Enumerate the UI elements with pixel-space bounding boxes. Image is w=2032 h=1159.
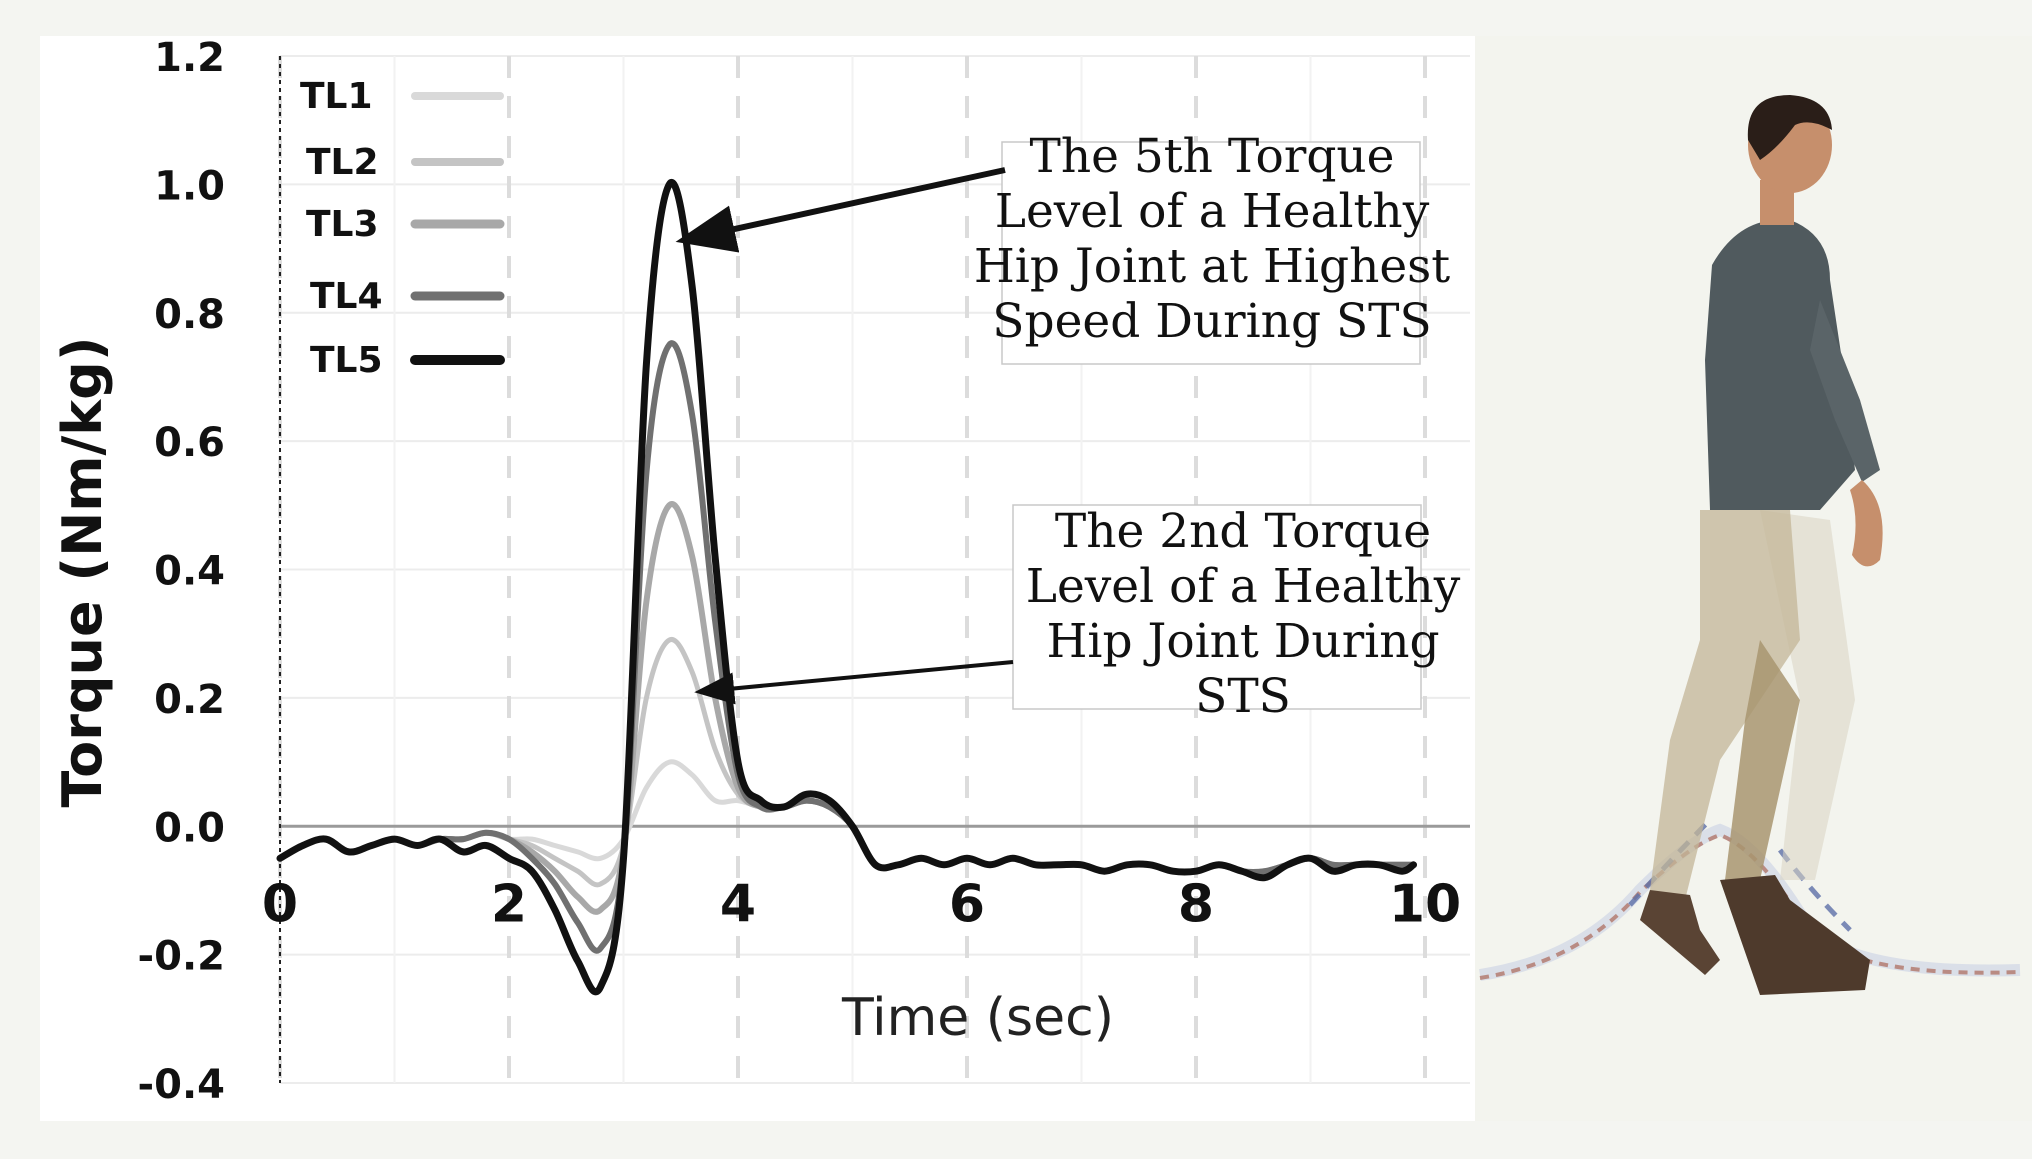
series-line-tl5 (276, 179, 1417, 996)
annotation-box (1012, 504, 1422, 710)
legend-label-tl3: TL3 (306, 204, 379, 245)
walking-person-illustration (1475, 36, 2032, 1121)
legend-label-tl1: TL1 (300, 76, 373, 117)
annotation-arrow (675, 167, 1006, 253)
annotation-text-line: The 5th Torque (1029, 129, 1394, 184)
annotation-text-line: Speed During STS (992, 294, 1431, 349)
y-tick-label: 0.2 (154, 677, 225, 723)
annotation-arrow (694, 660, 1014, 705)
series-lines (276, 179, 1417, 996)
x-tick-label: 2 (491, 874, 527, 934)
x-tick-label: 6 (949, 874, 985, 934)
y-tick-label: 1.0 (154, 163, 225, 209)
y-tick-label: 0.6 (154, 420, 225, 466)
y-axis-label: Torque (Nm/kg) (51, 336, 114, 807)
x-axis-label: Time (sec) (841, 988, 1114, 1048)
annotation-text-line: Hip Joint at Highest (974, 239, 1450, 294)
legend-label-tl4: TL4 (310, 276, 383, 317)
annotation-text-line: Level of a Healthy (995, 184, 1430, 239)
annotation-text-line: Level of a Healthy (1026, 559, 1461, 614)
annotation-text-line: STS (1195, 669, 1291, 724)
y-tick-label: 0.8 (154, 292, 225, 338)
annotation-text-line: The 2nd Torque (1055, 504, 1431, 559)
legend-label-tl5: TL5 (310, 340, 383, 381)
x-tick-labels: 0 2 4 6 8 10 (262, 874, 1461, 934)
y-tick-label: -0.4 (138, 1062, 225, 1108)
legend: TL1 TL2 TL3 TL4 TL5 (300, 76, 505, 381)
legend-label-tl2: TL2 (306, 142, 379, 183)
x-tick-label: 8 (1178, 874, 1214, 934)
x-tick-label: 0 (262, 874, 298, 934)
y-tick-labels: 1.2 1.0 0.8 0.6 0.4 0.2 0.0 -0.2 -0.4 (138, 35, 225, 1108)
y-tick-label: -0.2 (138, 934, 225, 980)
x-tick-label: 4 (720, 874, 756, 934)
y-tick-label: 0.4 (154, 549, 225, 595)
y-tick-label: 1.2 (154, 35, 225, 81)
annotation-text-line: Hip Joint During (1046, 614, 1439, 669)
annotation-box (1001, 141, 1421, 365)
x-tick-label: 10 (1389, 874, 1461, 934)
y-tick-label: 0.0 (154, 805, 225, 851)
